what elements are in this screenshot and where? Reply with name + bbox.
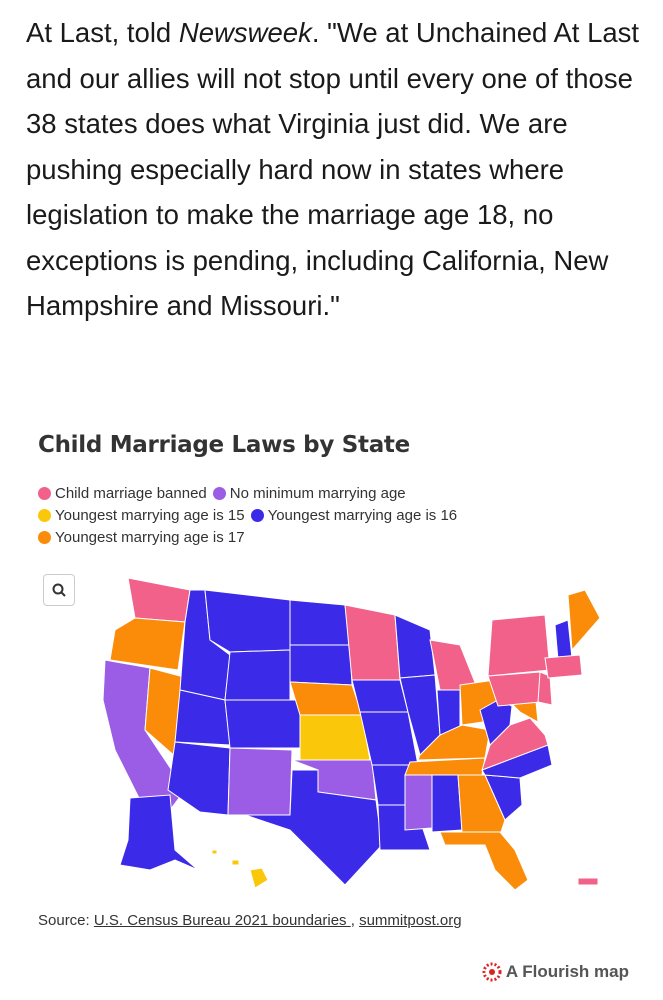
state-region[interactable] (127, 577, 191, 623)
state-region[interactable] (299, 714, 371, 761)
state-region[interactable] (577, 877, 599, 886)
state-region[interactable] (479, 699, 513, 746)
legend-swatch (250, 508, 264, 522)
state-region[interactable] (487, 614, 551, 677)
legend-item[interactable]: No minimum marrying age (212, 482, 406, 504)
search-button[interactable] (43, 574, 75, 606)
state-region[interactable] (394, 614, 436, 679)
legend-item[interactable]: Youngest marrying age is 16 (250, 504, 458, 526)
state-region[interactable] (119, 794, 199, 871)
legend-label: Child marriage banned (55, 484, 207, 502)
credit-link[interactable]: A Flourish map (482, 962, 629, 982)
text-italic: Newsweek (178, 17, 312, 48)
separator: , (350, 912, 355, 929)
legend-item[interactable]: Youngest marrying age is 17 (38, 526, 245, 548)
legend-label: Youngest marrying age is 15 (55, 506, 245, 524)
state-region[interactable] (439, 831, 529, 891)
state-region[interactable] (231, 859, 240, 866)
legend-item[interactable]: Youngest marrying age is 15 (38, 504, 245, 526)
state-region[interactable] (224, 649, 291, 701)
legend-swatch (38, 486, 51, 500)
source-label: Source: (38, 912, 90, 929)
source: Source: U.S. Census Bureau 2021 boundari… (38, 912, 462, 929)
state-region[interactable] (211, 849, 218, 855)
source-link[interactable]: summitpost.org (359, 912, 462, 929)
state-region[interactable] (537, 671, 553, 706)
state-region[interactable] (510, 701, 539, 723)
legend-item[interactable]: Child marriage banned (38, 482, 207, 504)
source-link[interactable]: U.S. Census Bureau 2021 boundaries (93, 912, 351, 929)
state-region[interactable] (224, 699, 301, 749)
legend-label: Youngest marrying age is 16 (267, 506, 458, 524)
map (102, 577, 601, 891)
legend-label: Youngest marrying age is 17 (55, 528, 245, 546)
state-region[interactable] (544, 654, 583, 679)
state-region[interactable] (431, 774, 463, 833)
state-region[interactable] (167, 741, 231, 816)
state-region[interactable] (344, 604, 401, 681)
legend-swatch (38, 530, 51, 544)
state-region[interactable] (289, 599, 351, 646)
state-region[interactable] (351, 679, 409, 713)
state-region[interactable] (554, 619, 573, 661)
legend-swatch (38, 508, 51, 522)
state-region[interactable] (249, 867, 269, 889)
text: . "We at Unchained At Last and our allie… (26, 17, 640, 321)
map-title: Child Marriage Laws by State (38, 432, 410, 458)
flourish-logo (482, 962, 502, 982)
state-region[interactable] (244, 769, 383, 886)
article-paragraph: At Last, told Newsweek. "We at Unchained… (26, 10, 646, 329)
state-region[interactable] (289, 644, 353, 686)
credit-text: A Flourish map (505, 962, 629, 981)
state-region[interactable] (109, 617, 186, 671)
legend-swatch (212, 486, 226, 500)
state-region[interactable] (429, 639, 479, 691)
legend: Child marriage banned No minimum marrying… (38, 482, 498, 548)
legend-label: No minimum marrying age (229, 484, 406, 502)
state-region[interactable] (227, 747, 293, 816)
state-region[interactable] (404, 774, 433, 831)
state-region[interactable] (457, 774, 506, 836)
state-region[interactable] (204, 589, 291, 653)
search-icon (52, 583, 66, 597)
state-region[interactable] (289, 681, 363, 716)
state-region[interactable] (567, 589, 601, 652)
text: At Last, told (26, 17, 179, 48)
state-region[interactable] (487, 671, 541, 707)
